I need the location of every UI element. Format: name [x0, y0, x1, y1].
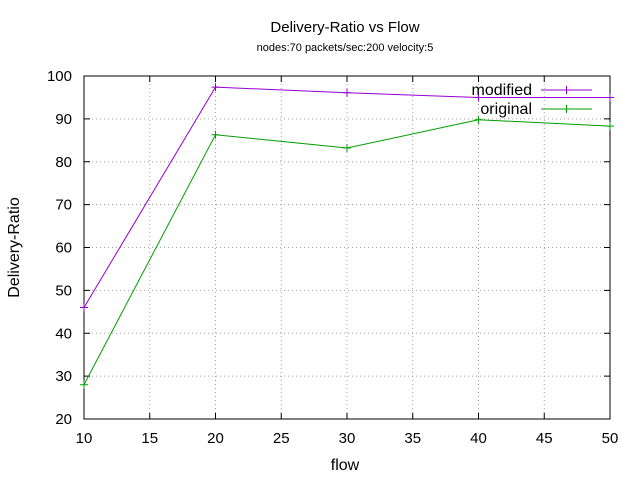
- series: [80, 83, 614, 389]
- data-point: [80, 303, 88, 312]
- data-point: [211, 130, 220, 139]
- data-point: [606, 93, 614, 102]
- legend-marker-original: [562, 105, 571, 113]
- x-tick-label: 10: [76, 430, 93, 447]
- data-point: [80, 380, 88, 389]
- x-tick-label: 40: [470, 430, 487, 447]
- y-tick-label: 50: [55, 282, 72, 299]
- legend: modified original: [472, 82, 592, 118]
- data-point: [343, 88, 351, 97]
- y-tick-label: 20: [55, 411, 72, 428]
- y-tick-label: 70: [55, 197, 72, 214]
- x-axis-label: flow: [331, 457, 360, 474]
- legend-marker-modified: [562, 86, 571, 94]
- legend-label-modified: modified: [472, 82, 532, 99]
- y-tick-label: 40: [55, 325, 72, 342]
- series-original: [80, 115, 614, 389]
- data-point: [474, 93, 483, 102]
- grid: [84, 76, 610, 419]
- x-tick-label: 15: [141, 430, 158, 447]
- x-tick-label: 30: [339, 430, 356, 447]
- y-tick-label: 60: [55, 240, 72, 257]
- y-tick-label: 30: [55, 368, 72, 385]
- axis-ticks: 10 15 20 25 30 35 40 45 50 20 30 40 50 60 70 80 90 100: [47, 68, 618, 447]
- chart-subtitle: nodes:70 packets/sec:200 velocity:5: [257, 42, 434, 54]
- chart-title: Delivery-Ratio vs Flow: [270, 19, 419, 36]
- data-point: [211, 83, 220, 92]
- series-modified: [80, 83, 614, 312]
- y-axis-label: Delivery-Ratio: [6, 197, 23, 298]
- x-tick-label: 45: [536, 430, 553, 447]
- x-tick-label: 50: [602, 430, 619, 447]
- data-point: [606, 122, 614, 131]
- y-tick-label: 100: [47, 68, 72, 85]
- data-point: [343, 144, 351, 153]
- plot-frame: [83, 75, 611, 420]
- x-tick-label: 35: [404, 430, 421, 447]
- data-point: [474, 115, 483, 124]
- legend-label-original: original: [480, 101, 532, 118]
- y-tick-label: 90: [55, 111, 72, 128]
- x-tick-label: 20: [207, 430, 224, 447]
- x-tick-label: 25: [273, 430, 290, 447]
- y-tick-label: 80: [55, 154, 72, 171]
